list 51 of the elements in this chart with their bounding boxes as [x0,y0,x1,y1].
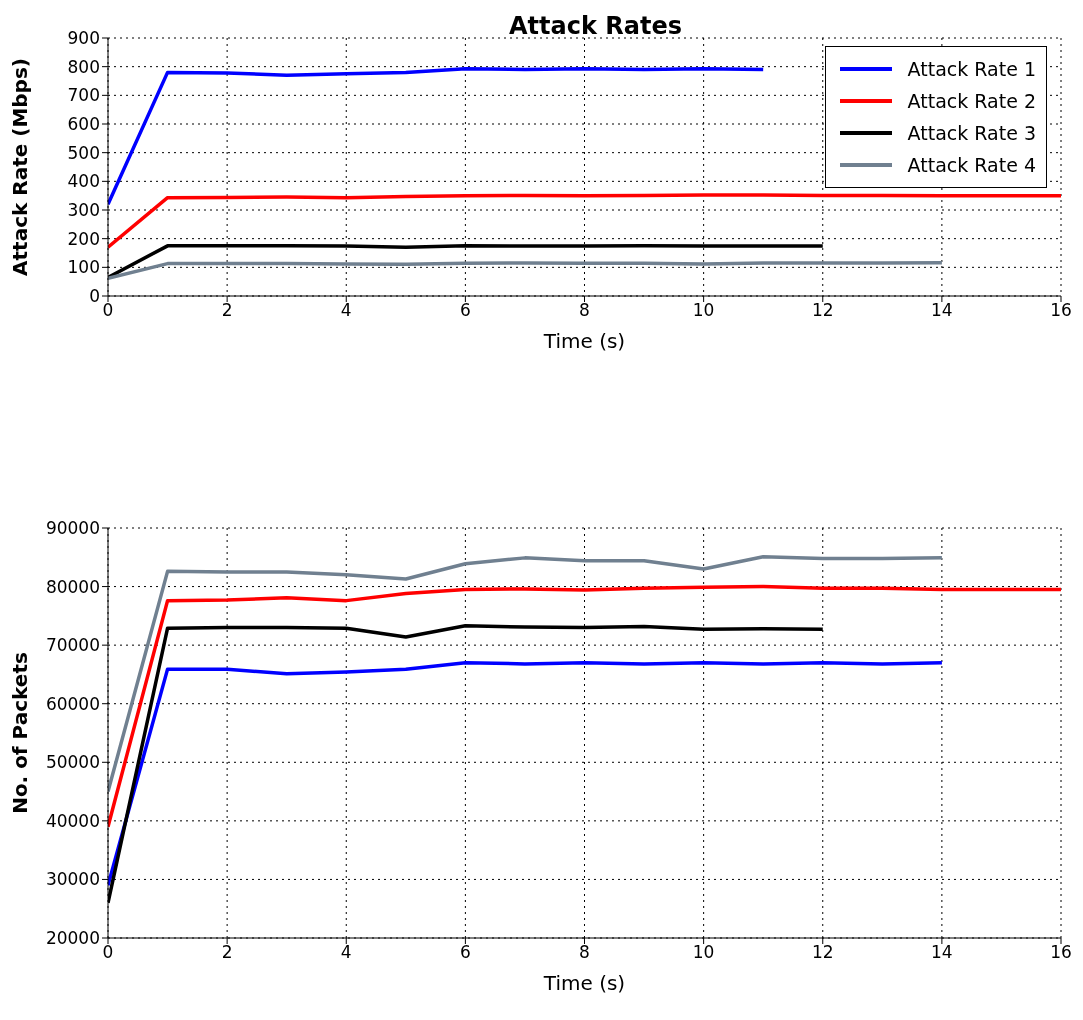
x-tick-label: 0 [102,942,114,963]
y-tick-label: 0 [89,286,100,307]
y-tick-label: 60000 [45,693,100,714]
legend-label: Attack Rate 3 [907,122,1036,144]
x-tick-label: 4 [340,942,352,963]
x-tick-label: 2 [221,300,233,321]
x-tick-label: 14 [931,942,953,963]
x-tick-label: 16 [1050,942,1072,963]
x-tick-label: 8 [579,942,590,963]
x-tick-label: 6 [459,942,471,963]
y-tick-label: 40000 [45,810,100,831]
line-series [108,193,1061,250]
y-tick-label: 800 [67,56,100,77]
line-series [108,554,944,794]
y-tick-label: 90000 [45,518,100,539]
x-tick-label: 8 [579,300,590,321]
line-series [108,660,944,888]
y-tick-label: 700 [67,85,100,106]
x-tick-label: 10 [692,942,715,963]
x-tick-label: 10 [692,300,715,321]
x-tick-label: 2 [221,942,233,963]
x-tick-label: 0 [102,300,114,321]
x-tick-label: 4 [340,300,352,321]
x-tick-label: 6 [459,300,471,321]
y-tick-label: 300 [67,200,100,221]
x-axis-title: Time (s) [542,329,626,353]
x-tick-label: 12 [811,300,834,321]
y-tick-label: 600 [67,114,100,135]
x-tick-label: 16 [1050,300,1072,321]
y-tick-label: 70000 [45,635,100,656]
chart-title: Attack Rates [508,12,683,40]
legend-label: Attack Rate 1 [907,58,1036,80]
y-tick-label: 200 [67,228,100,249]
y-tick-label: 80000 [45,576,100,597]
y-axis-title: No. of Packets [8,652,33,814]
y-tick-label: 20000 [45,928,100,949]
line-series [108,261,944,280]
y-tick-label: 900 [67,28,100,49]
line-series [108,66,765,207]
legend-label: Attack Rate 2 [907,90,1036,112]
x-axis-title: Time (s) [542,971,626,995]
y-axis-title: Attack Rate (Mbps) [8,58,33,276]
y-tick-label: 500 [67,142,100,163]
y-tick-label: 400 [67,171,100,192]
legend-label: Attack Rate 4 [907,154,1036,176]
y-tick-label: 30000 [45,869,100,890]
y-tick-label: 50000 [45,752,100,773]
x-tick-label: 12 [811,942,834,963]
x-tick-label: 14 [931,300,953,321]
line-series [108,584,1061,829]
y-tick-label: 100 [67,257,100,278]
